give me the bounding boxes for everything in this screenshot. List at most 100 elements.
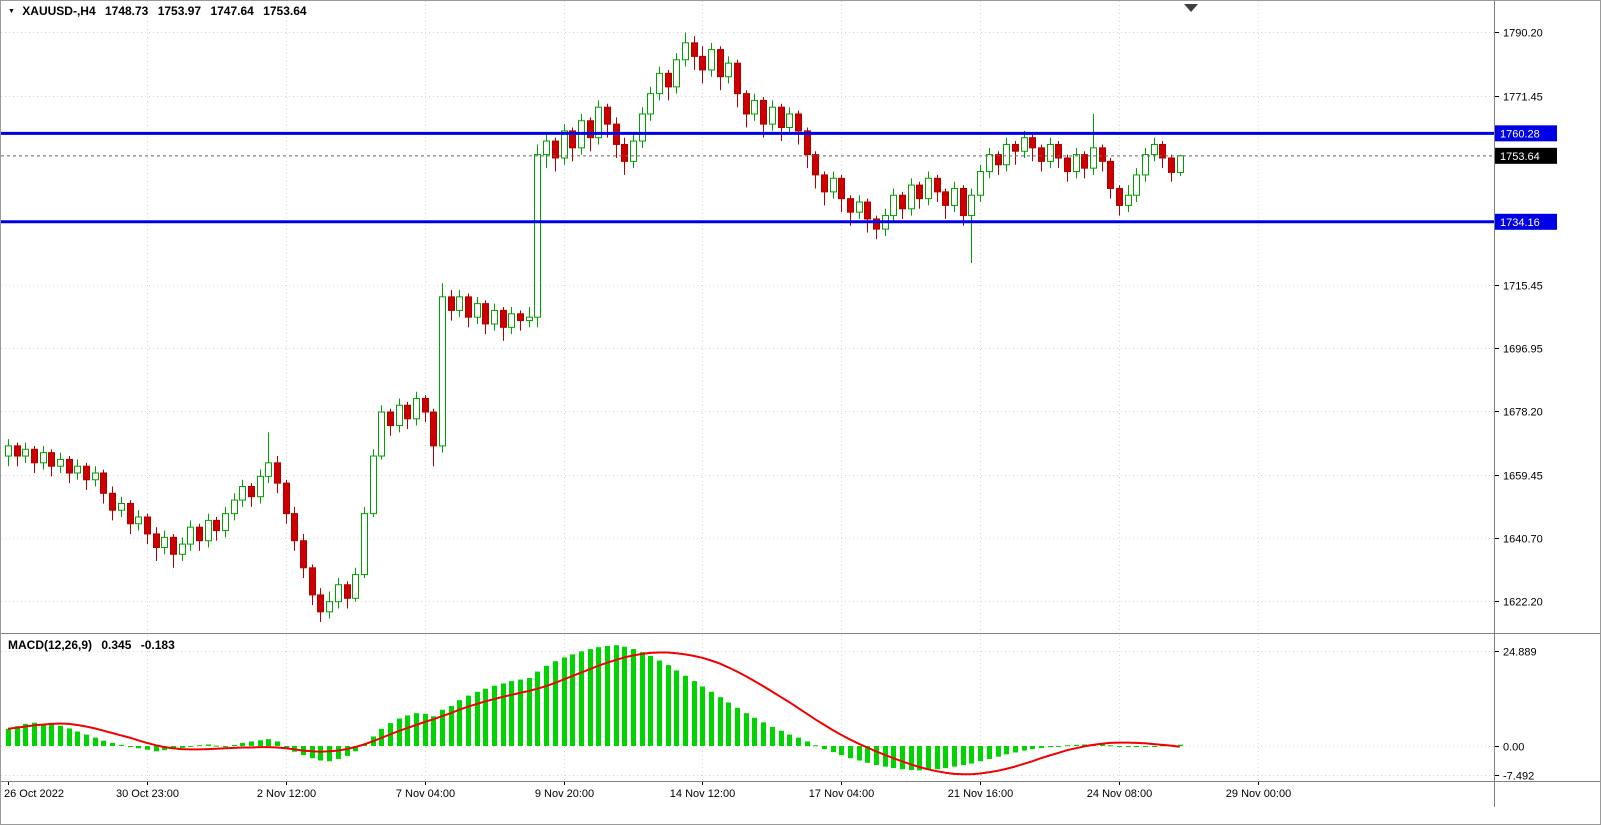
price-axis[interactable] [1494,1,1601,807]
date-label: 9 Nov 20:00 [535,788,594,800]
bull-candle-body [977,171,984,196]
macd-histogram-bar [128,746,133,747]
macd-signal-line [7,651,1180,776]
bull-candle-body [22,448,29,457]
bull-candle-body [908,184,915,210]
macd-histogram-bar [779,730,784,746]
macd-histogram-bar [1100,744,1105,746]
macd-histogram-bar [223,746,228,748]
macd-histogram-bar [466,695,471,746]
bear-candle-body [404,404,411,420]
macd-histogram-bar [969,746,974,764]
macd-histogram-bar [570,654,575,746]
bull-candle-body [673,59,680,88]
macd-tick-label: -7.492 [1503,771,1534,783]
macd-histogram-bar [240,742,245,746]
macd-histogram-bar [657,660,662,746]
macd-signal-value: -0.183 [140,638,175,652]
bull-candle-body [352,574,359,599]
macd-histogram-bar [527,678,532,746]
bull-candle-body [335,584,342,603]
macd-histogram-bar [492,685,497,746]
bull-candle-body [1021,137,1028,152]
price-tick-label: 1790.20 [1503,28,1543,40]
bear-candle-body [1012,143,1019,152]
macd-tick-label: 0.00 [1503,742,1524,754]
bull-candle-body [534,154,541,318]
bull-candle-body [708,49,715,71]
macd-histogram-bar [327,746,332,762]
macd-histogram-bar [136,746,141,749]
bull-candle-body [456,296,463,311]
price-tick-label: 1678.20 [1503,407,1543,419]
bear-candle-body [795,113,802,132]
hline-price-tag-label: 1734.16 [1500,217,1540,229]
bear-candle-body [804,130,811,156]
bull-candle-body [187,526,194,545]
bear-candle-body [691,42,698,57]
bear-candle-body [1099,147,1106,162]
macd-histogram-bar [1178,744,1183,746]
bull-candle-body [526,316,533,322]
macd-histogram-bar [917,746,922,771]
date-label: 21 Nov 16:00 [948,788,1013,800]
macd-histogram-bar [752,717,757,746]
symbol-ohlc-readout: ▼ XAUUSD-,H4 1748.73 1753.97 1747.64 175… [8,4,313,18]
bear-candle-body [66,458,73,474]
macd-histogram-bar [518,679,523,746]
one-click-trading-arrow-icon[interactable]: ▼ [8,8,15,15]
bear-candle-body [482,303,489,325]
bear-candle-body [743,93,750,115]
macd-histogram-bar [1082,744,1087,746]
macd-histogram-bar [206,744,211,746]
bear-candle-body [760,99,767,125]
macd-histogram-bar [1039,746,1044,748]
macd-histogram-bar [874,746,879,766]
bear-candle-body [1064,157,1071,173]
macd-histogram-bar [275,741,280,746]
bear-candle-body [916,184,923,200]
bear-candle-body [1116,187,1123,206]
bear-candle-body [109,492,116,511]
bear-candle-body [864,201,871,220]
macd-histogram-bar [180,746,185,748]
bull-candle-body [161,536,168,548]
macd-histogram-bar [449,705,454,746]
bull-candle-body [135,516,142,525]
bear-candle-body [213,519,220,532]
macd-histogram-bar [822,746,827,750]
macd-histogram-bar [891,746,896,769]
macd-histogram-bar [188,746,193,747]
bear-candle-body [317,594,324,613]
macd-histogram-bar [67,728,72,746]
time-axis[interactable] [1,781,1601,807]
bull-candle-body [396,404,403,427]
bull-candle-body [1151,143,1158,156]
bear-candle-body [587,120,594,139]
macd-histogram-bar [501,683,506,746]
chart-shift-marker-icon[interactable] [1184,4,1198,12]
bull-candle-body [786,113,793,129]
macd-histogram-bar [674,670,679,746]
bull-candle-body [751,99,758,115]
price-tick-label: 1771.45 [1503,92,1543,104]
bull-candle-body [222,513,229,532]
macd-histogram-bar [41,724,46,746]
bear-candle-body [821,174,828,193]
macd-histogram-bar [1108,745,1113,747]
price-tick-label: 1640.70 [1503,534,1543,546]
bear-candle-body [778,106,785,129]
bear-candle-body [942,191,949,206]
bull-candle-body [1142,154,1149,176]
bear-candle-body [838,177,845,200]
bear-candle-body [153,533,160,548]
macd-histogram-bar [258,740,263,746]
macd-histogram-bar [1013,746,1018,753]
macd-panel[interactable] [1,635,1494,781]
bull-candle-body [1125,194,1132,206]
bull-candle-body [656,72,663,95]
macd-histogram-bar [119,744,124,746]
macd-histogram-bar [405,715,410,746]
